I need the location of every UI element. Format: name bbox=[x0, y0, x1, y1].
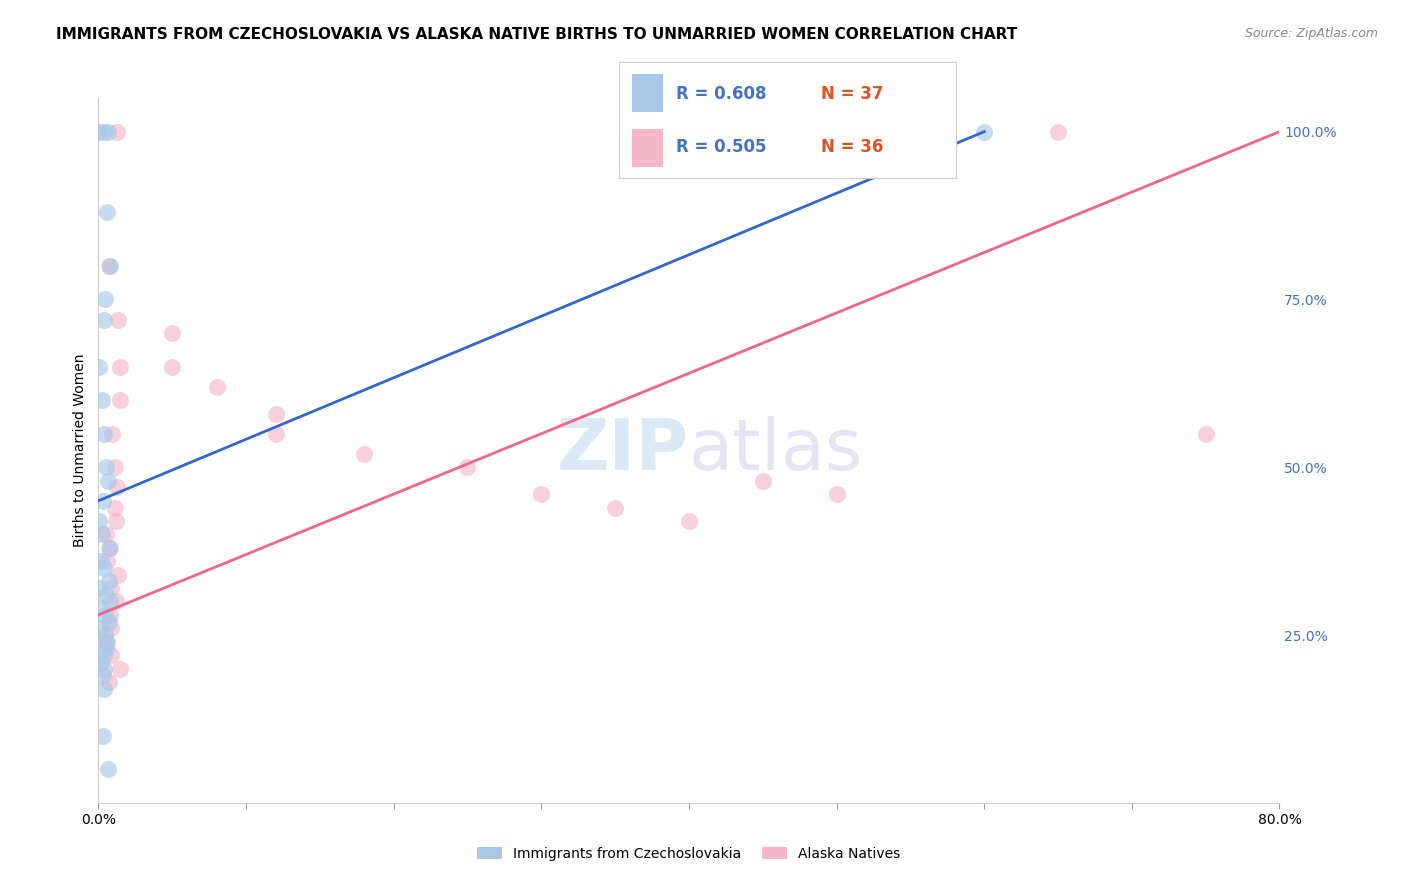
Point bbox=[96, 205, 118, 219]
Point bbox=[96, 460, 118, 475]
Text: N = 37: N = 37 bbox=[821, 85, 883, 103]
Point bbox=[93, 681, 115, 696]
Point bbox=[98, 541, 121, 555]
Point bbox=[97, 474, 120, 488]
Point bbox=[108, 359, 131, 374]
Text: N = 36: N = 36 bbox=[821, 138, 883, 156]
Point bbox=[89, 359, 111, 374]
Point bbox=[678, 514, 700, 528]
Point bbox=[98, 594, 121, 608]
Point bbox=[101, 426, 124, 441]
FancyBboxPatch shape bbox=[633, 74, 662, 112]
Point bbox=[93, 561, 115, 575]
Point bbox=[100, 621, 122, 635]
Text: IMMIGRANTS FROM CZECHOSLOVAKIA VS ALASKA NATIVE BIRTHS TO UNMARRIED WOMEN CORREL: IMMIGRANTS FROM CZECHOSLOVAKIA VS ALASKA… bbox=[56, 27, 1018, 42]
Point bbox=[98, 615, 121, 629]
Point bbox=[94, 634, 117, 648]
FancyBboxPatch shape bbox=[633, 128, 662, 167]
Point bbox=[108, 662, 131, 676]
Point bbox=[264, 426, 287, 441]
Point bbox=[87, 581, 110, 595]
Point bbox=[825, 487, 848, 501]
Point bbox=[107, 312, 129, 326]
Point bbox=[107, 567, 129, 582]
Point bbox=[104, 460, 127, 475]
Point bbox=[93, 648, 115, 662]
Text: atlas: atlas bbox=[689, 416, 863, 485]
Point bbox=[105, 125, 128, 139]
Point bbox=[94, 607, 117, 622]
Point bbox=[108, 393, 131, 408]
Point bbox=[97, 125, 120, 139]
Point bbox=[94, 293, 117, 307]
Point bbox=[96, 641, 118, 656]
Point bbox=[97, 762, 120, 776]
Text: R = 0.505: R = 0.505 bbox=[676, 138, 766, 156]
Point bbox=[100, 581, 122, 595]
Point bbox=[264, 407, 287, 421]
Point bbox=[162, 326, 183, 340]
Text: ZIP: ZIP bbox=[557, 416, 689, 485]
Point bbox=[105, 480, 128, 494]
Point bbox=[98, 574, 121, 589]
Point bbox=[162, 359, 183, 374]
Point bbox=[96, 554, 118, 568]
Point bbox=[90, 527, 112, 541]
Point bbox=[90, 554, 112, 568]
Point bbox=[105, 514, 128, 528]
Point bbox=[98, 259, 121, 273]
Point bbox=[1047, 125, 1070, 139]
Point bbox=[605, 500, 627, 515]
Point bbox=[91, 493, 114, 508]
Point bbox=[89, 621, 111, 635]
Point bbox=[457, 460, 479, 475]
Point bbox=[96, 634, 118, 648]
Point bbox=[93, 628, 115, 642]
Point bbox=[90, 601, 112, 615]
Point bbox=[89, 125, 111, 139]
Point bbox=[973, 125, 995, 139]
Point bbox=[100, 648, 122, 662]
Point bbox=[353, 447, 375, 461]
Point bbox=[752, 474, 775, 488]
Point bbox=[205, 380, 228, 394]
Point bbox=[98, 541, 121, 555]
Point bbox=[98, 259, 121, 273]
Point bbox=[530, 487, 553, 501]
Point bbox=[98, 675, 121, 690]
Legend: Immigrants from Czechoslovakia, Alaska Natives: Immigrants from Czechoslovakia, Alaska N… bbox=[471, 841, 907, 866]
Point bbox=[96, 527, 118, 541]
Point bbox=[98, 607, 121, 622]
Point bbox=[91, 668, 114, 682]
Point bbox=[104, 500, 127, 515]
Point bbox=[93, 426, 115, 441]
Point bbox=[93, 125, 115, 139]
Point bbox=[1195, 426, 1218, 441]
Point bbox=[89, 514, 111, 528]
Point bbox=[93, 662, 115, 676]
Point bbox=[104, 594, 127, 608]
Point bbox=[91, 729, 114, 743]
Point bbox=[93, 312, 115, 326]
Point bbox=[90, 655, 112, 669]
Y-axis label: Births to Unmarried Women: Births to Unmarried Women bbox=[73, 354, 87, 547]
Text: Source: ZipAtlas.com: Source: ZipAtlas.com bbox=[1244, 27, 1378, 40]
Point bbox=[94, 588, 117, 602]
Point bbox=[90, 393, 112, 408]
Text: R = 0.608: R = 0.608 bbox=[676, 85, 766, 103]
